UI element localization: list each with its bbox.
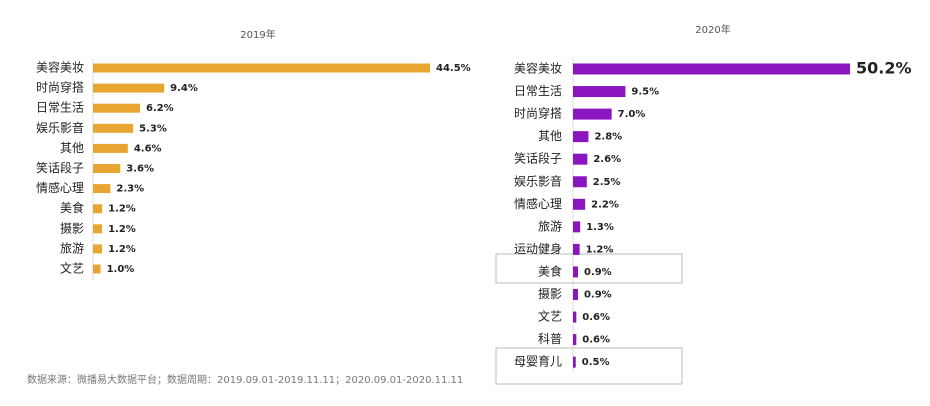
value-label: 0.9% [584,267,612,278]
bar [93,224,103,234]
value-label: 7.0% [618,109,646,120]
bar [573,311,577,323]
value-label: 9.5% [631,87,659,98]
category-label: 美食 [538,263,562,278]
value-label: 2.3% [116,184,144,195]
category-label: 母婴育儿 [514,354,562,369]
value-label: 50.2% [856,59,912,78]
bar [93,204,103,214]
chart-title: 2019年 [240,28,275,41]
value-label: 1.0% [107,264,135,275]
category-label: 运动健身 [514,241,562,256]
category-label: 摄影 [60,220,84,235]
value-label: 5.3% [139,123,167,134]
value-label: 1.2% [108,224,136,235]
category-label: 日常生活 [514,84,562,98]
category-label: 摄影 [538,286,562,301]
bar [573,221,581,233]
category-label: 情感心理 [36,180,84,195]
bar [93,103,140,113]
bar [93,143,128,153]
category-label: 时尚穿搭 [36,80,84,95]
category-label: 娱乐影音 [514,173,562,188]
value-label: 1.2% [108,244,136,255]
category-label: 其他 [60,141,84,155]
bar [573,108,612,120]
bar [573,334,577,346]
category-label: 情感心理 [514,196,562,211]
category-label: 科普 [538,332,562,346]
bar [573,63,850,75]
category-label: 笑话段子 [36,160,84,175]
bar [93,83,165,93]
bar [573,356,576,368]
category-label: 美食 [60,200,84,215]
bar [573,176,587,188]
bar [573,243,580,255]
bar [93,264,101,274]
bar [93,184,111,194]
chart-title: 2020年 [695,23,730,36]
value-label: 0.6% [582,335,610,346]
value-label: 0.5% [582,357,610,368]
value-label: 2.8% [594,132,622,143]
value-label: 6.2% [146,103,174,114]
bar [573,266,578,278]
bar [93,244,103,254]
value-label: 9.4% [170,83,198,94]
category-label: 笑话段子 [514,151,562,166]
bar [573,153,588,165]
category-label: 美容美妆 [514,61,562,76]
category-label: 娱乐影音 [36,120,84,135]
bar [93,164,121,173]
value-label: 44.5% [436,63,471,74]
value-label: 2.6% [593,154,621,165]
highlight-box [495,347,683,385]
category-label: 时尚穿搭 [514,106,562,121]
value-label: 0.6% [582,312,610,323]
highlight-box [495,253,683,284]
value-label: 1.2% [108,204,136,215]
value-label: 2.2% [591,199,619,210]
value-label: 1.3% [586,222,614,233]
bar [573,86,626,98]
category-label: 美容美妆 [36,60,84,75]
category-label: 文艺 [538,309,562,324]
value-label: 4.6% [134,143,162,154]
value-label: 1.2% [586,244,614,255]
category-label: 文艺 [60,261,84,276]
bar [573,289,578,300]
value-label: 3.6% [126,164,154,175]
category-label: 旅游 [60,241,84,255]
category-label: 日常生活 [36,101,84,115]
bar [573,131,589,143]
value-label: 0.9% [584,290,612,301]
category-label: 旅游 [538,219,562,233]
bar [93,123,134,133]
category-label: 其他 [538,129,562,143]
bar [93,63,430,73]
bar [573,198,586,210]
value-label: 2.5% [593,177,621,188]
source-note: 数据来源：微播易大数据平台；数据周期：2019.09.01-2019.11.11… [27,373,463,386]
